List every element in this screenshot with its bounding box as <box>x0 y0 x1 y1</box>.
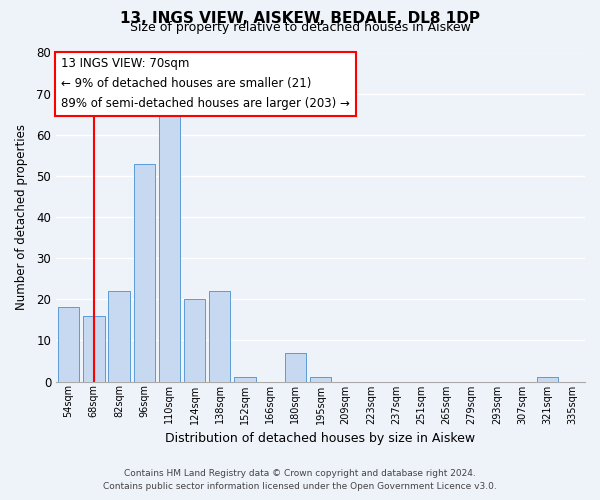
Bar <box>536 378 558 382</box>
Y-axis label: Number of detached properties: Number of detached properties <box>15 124 28 310</box>
Bar <box>209 291 230 382</box>
Text: 13, INGS VIEW, AISKEW, BEDALE, DL8 1DP: 13, INGS VIEW, AISKEW, BEDALE, DL8 1DP <box>120 11 480 26</box>
Bar <box>109 291 130 382</box>
Bar <box>134 164 155 382</box>
Bar <box>184 300 205 382</box>
Bar <box>310 378 331 382</box>
Bar <box>83 316 104 382</box>
Text: Size of property relative to detached houses in Aiskew: Size of property relative to detached ho… <box>130 22 470 35</box>
Text: 13 INGS VIEW: 70sqm
← 9% of detached houses are smaller (21)
89% of semi-detache: 13 INGS VIEW: 70sqm ← 9% of detached hou… <box>61 58 350 110</box>
Bar <box>58 308 79 382</box>
Bar <box>284 352 306 382</box>
X-axis label: Distribution of detached houses by size in Aiskew: Distribution of detached houses by size … <box>166 432 476 445</box>
Bar <box>234 378 256 382</box>
Text: Contains HM Land Registry data © Crown copyright and database right 2024.
Contai: Contains HM Land Registry data © Crown c… <box>103 470 497 491</box>
Bar <box>159 106 180 382</box>
